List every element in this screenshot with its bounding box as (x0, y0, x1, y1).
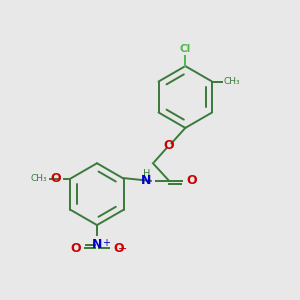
Text: O: O (50, 172, 61, 185)
Text: H: H (143, 169, 151, 178)
Text: O: O (113, 242, 124, 254)
Text: +: + (102, 238, 110, 248)
Text: O: O (70, 242, 81, 254)
Text: O: O (187, 174, 197, 188)
Text: CH₃: CH₃ (224, 77, 241, 86)
Text: N: N (141, 174, 152, 188)
Text: Cl: Cl (180, 44, 191, 54)
Text: N: N (92, 238, 102, 251)
Text: O: O (164, 139, 175, 152)
Text: CH₃: CH₃ (31, 174, 48, 183)
Text: −: − (118, 244, 127, 254)
